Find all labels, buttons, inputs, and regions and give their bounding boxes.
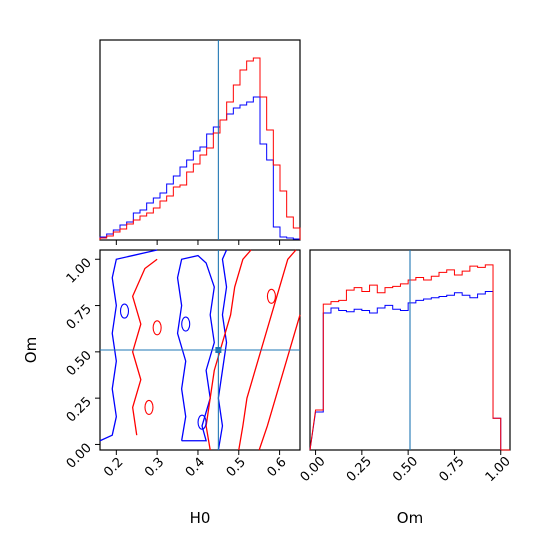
- axis-ticks: 0.2 0.3 0.4 0.5 0.6 0.00 0.00 0.25 0.25 0.50 0.50 0…: [64, 240, 514, 485]
- contour-red-outer: [258, 314, 301, 451]
- om-ytick-label-3: 0.75: [64, 302, 95, 333]
- h0-tick-label-0: 0.2: [101, 455, 126, 480]
- contour-red-band-left: [205, 249, 252, 451]
- om-hist-series-1: [309, 264, 510, 451]
- contour-blue-right: [217, 249, 228, 451]
- h0-hist-series-1: [99, 57, 301, 240]
- truth-point: [215, 347, 222, 353]
- h0-tick-label-4: 0.6: [264, 455, 289, 480]
- h0-tick-label-3: 0.5: [224, 455, 249, 480]
- h0-tick-label-2: 0.4: [183, 455, 208, 480]
- contour-island-2: [181, 316, 191, 332]
- h0-hist-series-0: [99, 96, 301, 240]
- truth-lines: [100, 40, 411, 450]
- om-xtick-label-1: 0.25: [344, 454, 375, 485]
- om-ytick-label-4: 1.00: [64, 255, 95, 286]
- contour-island-3: [144, 399, 154, 415]
- y-axis-title-om: Om: [22, 337, 40, 363]
- om-xtick-label-0: 0.00: [298, 454, 329, 485]
- contour-island-4: [197, 414, 207, 430]
- contour-red-left: [131, 258, 158, 436]
- om-xtick-label-2: 0.50: [390, 454, 421, 485]
- om-ytick-label-2: 0.50: [64, 348, 95, 379]
- contour-blue-inner: [176, 254, 215, 442]
- om-hist-series-0: [309, 290, 510, 451]
- h0-marginal-panel: [99, 39, 301, 241]
- contour-island-0: [119, 303, 130, 319]
- x-axis-title-h0: H0: [190, 509, 211, 527]
- x-axis-title-om: Om: [397, 509, 423, 527]
- contour-island-5: [266, 288, 276, 304]
- h0-tick-label-1: 0.3: [142, 455, 167, 480]
- contour-blue-outer-left: [99, 249, 158, 442]
- contour-red-band-right: [238, 249, 297, 451]
- om-ytick-label-1: 0.25: [64, 394, 95, 425]
- om-ytick-label-0: 0.00: [64, 441, 95, 472]
- joint-contours: [99, 249, 301, 451]
- om-xtick-label-3: 0.75: [436, 454, 467, 485]
- om-histograms: [309, 264, 510, 451]
- om-xtick-label-4: 1.00: [483, 454, 514, 485]
- contour-island-1: [152, 320, 162, 336]
- h0-histograms: [99, 57, 301, 240]
